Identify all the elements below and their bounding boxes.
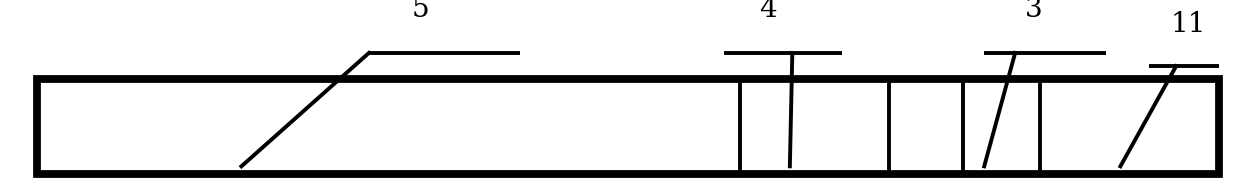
Text: 4: 4: [759, 0, 776, 23]
Text: 11: 11: [1171, 11, 1206, 38]
Text: 5: 5: [412, 0, 430, 23]
Bar: [37, 79, 1219, 174]
Text: 3: 3: [1025, 0, 1042, 23]
